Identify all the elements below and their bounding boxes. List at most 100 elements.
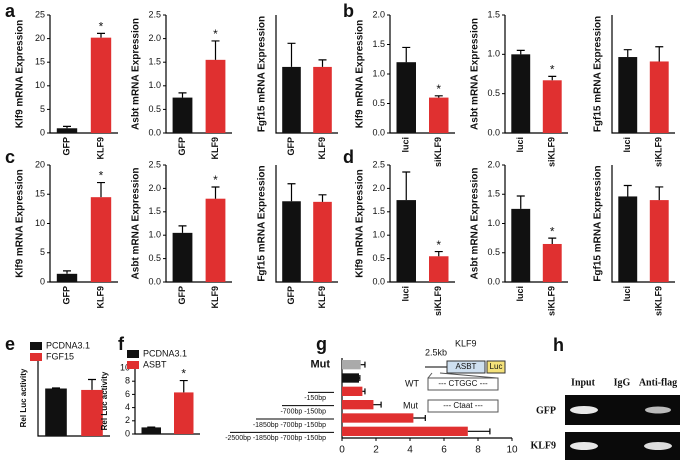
error-bar xyxy=(178,225,187,233)
legend-label: FGF15 xyxy=(46,351,74,361)
column-label: Anti-flag xyxy=(639,377,677,388)
significance: * xyxy=(99,169,104,183)
bar xyxy=(342,413,414,423)
y-tick-label: 0.5 xyxy=(487,88,500,98)
error-bar xyxy=(287,183,296,202)
y-tick-label: 15 xyxy=(35,189,45,199)
bar xyxy=(313,201,332,282)
y-tick-label: 1.0 xyxy=(148,80,161,90)
mut-label: Mut xyxy=(403,400,419,410)
bar xyxy=(205,198,226,282)
band xyxy=(570,406,598,414)
y-tick-label: 2.5 xyxy=(148,159,161,169)
bar xyxy=(141,427,161,434)
panel-label: c xyxy=(5,147,15,167)
error-bar xyxy=(318,194,327,202)
y-axis-label: Rel Luc activity xyxy=(19,368,28,427)
legend-label: ASBT xyxy=(143,359,167,369)
x-tick-label: GFP xyxy=(286,137,296,156)
bar xyxy=(56,273,78,282)
y-axis-label: Klf9 mRNA Expression xyxy=(15,169,26,278)
y-axis-label: Fgf15 mRNA Expression xyxy=(257,165,268,281)
error-bar xyxy=(413,415,426,421)
error-bar xyxy=(318,59,327,67)
y-tick-label: 8 xyxy=(125,376,130,386)
y-tick-label: 0.0 xyxy=(487,127,500,137)
panel-label: f xyxy=(118,334,125,354)
bar xyxy=(313,66,332,133)
legend-swatch xyxy=(127,361,139,369)
y-tick-label: 10 xyxy=(35,218,45,228)
y-tick-label: 0.5 xyxy=(487,247,500,257)
bar xyxy=(172,232,193,282)
y-tick-label: 1.0 xyxy=(487,218,500,228)
x-tick-label: KLF9 xyxy=(317,286,327,309)
mut-seq: --- Ctaat --- xyxy=(443,401,483,410)
y-tick-label: 0.5 xyxy=(148,104,161,114)
bar xyxy=(282,66,301,133)
band xyxy=(570,442,598,450)
y-tick-label: 1.5 xyxy=(148,206,161,216)
legend-label: PCDNA3.1 xyxy=(143,348,187,358)
y-tick-label: 1.0 xyxy=(372,230,385,240)
y-tick-label: 1.0 xyxy=(372,68,385,78)
band xyxy=(645,406,671,414)
scale-label: 2.5kb xyxy=(425,347,447,357)
y-axis-label: Klf9 mRNA Expression xyxy=(355,20,366,129)
significance: * xyxy=(213,27,218,41)
y-tick-label: 0.0 xyxy=(148,276,161,286)
bar xyxy=(81,389,103,436)
error-bar xyxy=(211,40,220,60)
category-label: -700bp -150bp xyxy=(280,409,326,416)
zoom-line xyxy=(427,372,433,379)
error-bar xyxy=(88,378,96,390)
gene-box xyxy=(446,360,486,374)
x-tick-label: siKLF9 xyxy=(547,286,557,316)
y-tick-label: 0 xyxy=(125,428,130,438)
x-tick-label: GFP xyxy=(177,286,187,305)
x-tick-label: luci xyxy=(515,286,525,302)
y-tick-label: 2.0 xyxy=(148,33,161,43)
y-tick-label: 20 xyxy=(35,159,45,169)
bar xyxy=(45,388,67,436)
bar xyxy=(649,61,669,133)
error-bar xyxy=(63,125,71,129)
error-bar xyxy=(516,49,525,55)
bar xyxy=(205,59,226,134)
panel-label: d xyxy=(343,147,354,167)
x-tick-label: luci xyxy=(401,137,411,153)
gene-label: ASBT xyxy=(456,362,477,371)
column-label: Input xyxy=(571,377,596,388)
x-tick-label: luci xyxy=(515,137,525,153)
x-tick-label: luci xyxy=(622,286,632,302)
band xyxy=(644,442,672,450)
luc-box xyxy=(486,360,506,374)
x-tick-label: siKLF9 xyxy=(654,286,664,316)
x-tick-label: luci xyxy=(401,286,411,302)
y-axis-label: Klf9 mRNA Expression xyxy=(15,20,26,129)
x-tick-label: 4 xyxy=(407,445,413,456)
x-tick-label: siKLF9 xyxy=(547,137,557,167)
y-tick-label: 0.0 xyxy=(372,127,385,137)
significance: * xyxy=(436,238,441,252)
y-axis-label: Rel Luc activity xyxy=(100,371,109,430)
error-bar xyxy=(97,32,105,38)
bar xyxy=(282,201,301,282)
error-bar xyxy=(402,171,411,201)
category-label: -150bp xyxy=(304,395,326,402)
zoom-line xyxy=(439,372,498,379)
y-axis-label: Fgf15 mRNA Expression xyxy=(593,16,604,132)
error-bar xyxy=(467,428,491,435)
error-bar xyxy=(360,361,366,368)
y-axis-label: Asbt mRNA Expression xyxy=(131,18,142,130)
bar xyxy=(396,62,416,134)
error-bar xyxy=(178,92,187,98)
error-bar xyxy=(623,49,632,58)
bar xyxy=(618,196,638,282)
error-bar xyxy=(434,250,443,257)
bar xyxy=(56,128,78,133)
y-tick-label: 1.5 xyxy=(372,206,385,216)
x-tick-label: GFP xyxy=(61,137,71,156)
y-tick-label: 5 xyxy=(40,247,45,257)
